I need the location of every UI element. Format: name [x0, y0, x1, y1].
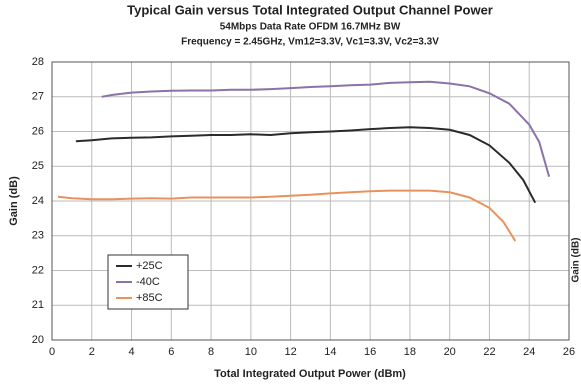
y-tick-label: 26 [32, 125, 44, 137]
x-tick-label: 20 [444, 346, 456, 358]
series-line [75, 126, 537, 204]
x-tick-label: 24 [523, 346, 535, 358]
y-tick-label: 28 [32, 56, 44, 68]
x-axis-label: Total Integrated Output Power (dBm) [214, 368, 406, 380]
y-tick-label: 27 [32, 91, 44, 103]
chart-title: Typical Gain versus Total Integrated Out… [127, 2, 493, 17]
y-axis-label: Gain (dB) [8, 176, 20, 226]
plot-frame [51, 61, 570, 341]
y-tick-label: 24 [32, 195, 44, 207]
y2-axis-label: Gain (dB) [571, 238, 581, 283]
series-line [101, 80, 551, 177]
legend-label: +25C [136, 260, 163, 272]
x-tick-label: 14 [324, 346, 336, 358]
legend-label: +85C [136, 292, 163, 304]
series-line [57, 189, 517, 242]
x-tick-label: 4 [128, 346, 134, 358]
x-tick-label: 22 [483, 346, 495, 358]
y-tick-label: 21 [32, 299, 44, 311]
x-tick-label: 16 [364, 346, 376, 358]
y-tick-label: 23 [32, 230, 44, 242]
y-tick-label: 20 [32, 334, 44, 346]
x-tick-label: 0 [49, 346, 55, 358]
x-tick-label: 26 [563, 346, 575, 358]
x-tick-label: 18 [404, 346, 416, 358]
x-tick-label: 8 [208, 346, 214, 358]
y-tick-label: 22 [32, 264, 44, 276]
legend-label: -40C [136, 276, 160, 288]
chart-subtitle: Frequency = 2.45GHz, Vm12=3.3V, Vc1=3.3V… [181, 37, 439, 48]
x-tick-label: 2 [89, 346, 95, 358]
x-tick-label: 6 [168, 346, 174, 358]
y-tick-label: 25 [32, 160, 44, 172]
x-tick-label: 12 [284, 346, 296, 358]
x-tick-label: 10 [245, 346, 257, 358]
chart-subtitle: 54Mbps Data Rate OFDM 16.7MHz BW [220, 22, 401, 33]
